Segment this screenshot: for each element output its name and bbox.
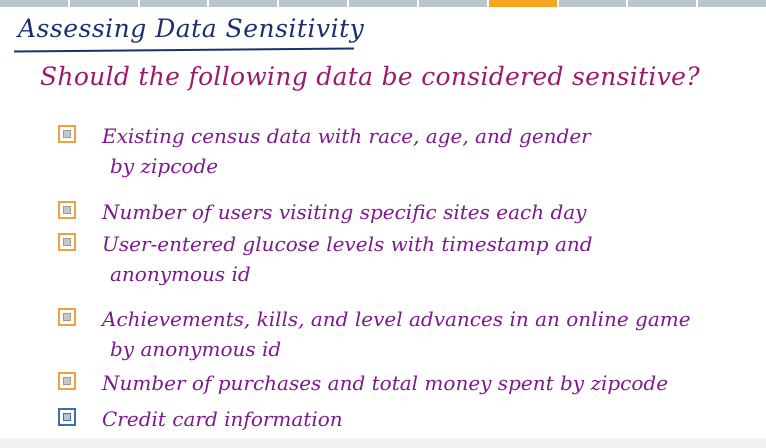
option-label-line1: Number of users visiting specific sites … — [102, 200, 587, 224]
option-label-line2: by anonymous id — [110, 337, 282, 361]
progress-segment[interactable] — [628, 0, 697, 7]
option-checkbox[interactable] — [58, 308, 76, 326]
progress-segment[interactable] — [139, 0, 208, 7]
option-checkbox[interactable] — [58, 372, 76, 390]
progress-segment[interactable] — [558, 0, 627, 7]
option-purchases[interactable]: Number of purchases and total money spen… — [58, 368, 702, 398]
option-game-achievements[interactable]: Achievements, kills, and level advances … — [58, 304, 702, 364]
progress-segment[interactable] — [279, 0, 348, 7]
option-credit-card[interactable]: Credit card information — [58, 404, 702, 434]
option-label: Number of users visiting specific sites … — [102, 197, 702, 227]
option-label-line1: Achievements, kills, and level advances … — [102, 307, 691, 331]
option-census-data[interactable]: Existing census data with race, age, and… — [58, 121, 702, 181]
title-underline — [13, 47, 355, 53]
lesson-progress-bar — [0, 0, 766, 7]
option-label: Achievements, kills, and level advances … — [102, 304, 702, 364]
progress-segment[interactable] — [69, 0, 138, 7]
option-label: Number of purchases and total money spen… — [102, 368, 702, 398]
option-label-line1: Existing census data with race, age, and… — [102, 124, 591, 148]
option-checkbox[interactable] — [58, 201, 76, 219]
option-checkbox[interactable] — [58, 233, 76, 251]
option-label-line1: User-entered glucose levels with timesta… — [102, 232, 593, 256]
option-label-line1: Number of purchases and total money spen… — [102, 371, 669, 395]
progress-segment[interactable] — [698, 0, 766, 7]
option-label: Credit card information — [102, 404, 702, 434]
option-checkbox[interactable] — [58, 125, 76, 143]
bottom-bar — [0, 438, 766, 448]
progress-segment-current[interactable] — [488, 0, 557, 7]
progress-segment[interactable] — [209, 0, 278, 7]
progress-segment[interactable] — [418, 0, 487, 7]
option-site-visits[interactable]: Number of users visiting specific sites … — [58, 197, 702, 227]
option-glucose-levels[interactable]: User-entered glucose levels with timesta… — [58, 229, 702, 289]
quiz-title: Assessing Data Sensitivity — [18, 14, 365, 43]
option-label-line2: anonymous id — [110, 262, 251, 286]
progress-segment[interactable] — [0, 0, 68, 7]
option-label-line1: Credit card information — [102, 407, 343, 431]
option-checkbox[interactable] — [58, 408, 76, 426]
progress-segment[interactable] — [349, 0, 417, 7]
option-label: Existing census data with race, age, and… — [102, 121, 702, 181]
quiz-question: Should the following data be considered … — [40, 62, 700, 91]
option-label: User-entered glucose levels with timesta… — [102, 229, 702, 289]
option-label-line2: by zipcode — [110, 154, 219, 178]
